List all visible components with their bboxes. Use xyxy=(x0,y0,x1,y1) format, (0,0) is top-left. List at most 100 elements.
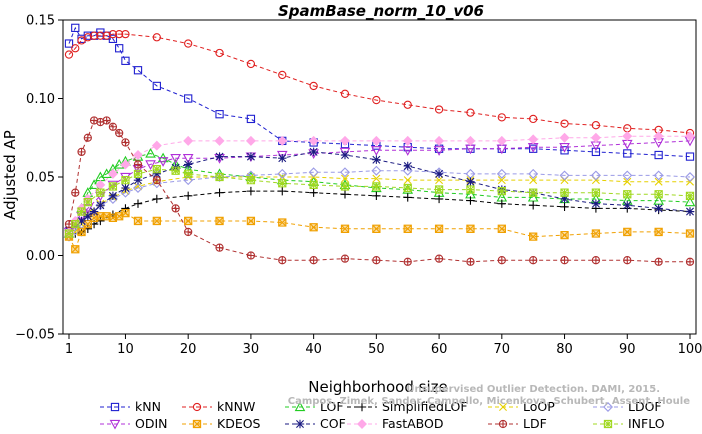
data-point-cof xyxy=(83,212,93,221)
data-point-cof xyxy=(403,161,412,171)
data-point-kdeos xyxy=(654,227,663,237)
data-point-knn xyxy=(591,147,601,157)
y-tick-label: 0.15 xyxy=(26,14,55,29)
data-point-ldf xyxy=(115,128,124,138)
data-point-lof xyxy=(527,191,539,202)
data-point-ldf xyxy=(108,122,118,131)
data-point-inflo xyxy=(184,169,193,179)
data-point-ldf xyxy=(591,256,601,265)
series-fastabod xyxy=(64,131,695,237)
series-knnw xyxy=(64,29,695,138)
data-point-kdeos xyxy=(184,216,193,226)
legend-marker-ldf xyxy=(498,419,508,429)
data-point-odin xyxy=(157,157,169,167)
series-line-ldof xyxy=(68,170,691,238)
legend-marker-kdeos xyxy=(192,419,202,429)
legend-entry-odin: ODIN xyxy=(100,416,168,431)
legend-marker-inflo xyxy=(603,419,613,429)
data-point-inflo xyxy=(497,186,506,196)
data-point-knnw xyxy=(71,44,80,53)
data-point-ldof xyxy=(308,167,319,178)
data-point-ldof xyxy=(528,168,539,179)
data-point-knn xyxy=(623,149,632,158)
data-point-simplifiedlof xyxy=(466,196,475,205)
data-point-inflo xyxy=(71,219,80,229)
data-point-cof xyxy=(96,201,105,210)
x-tick-label: 100 xyxy=(678,342,702,357)
data-point-ldf xyxy=(340,254,350,263)
data-point-inflo xyxy=(529,188,538,197)
chart-title: SpamBase_norm_10_v06 xyxy=(278,2,484,20)
series-line-loop xyxy=(68,176,690,238)
data-point-knnw xyxy=(529,114,538,124)
watermark-line-2: Campos, Zimek, Sander, Campello, Micenko… xyxy=(288,396,690,407)
data-point-simplifiedlof xyxy=(215,188,224,197)
y-tick-label: 0.10 xyxy=(26,92,55,107)
data-point-ldof xyxy=(340,167,350,178)
data-point-simplifiedlof xyxy=(340,190,350,199)
legend-entry-kdeos: KDEOS xyxy=(182,416,261,431)
x-tick-label: 1 xyxy=(65,342,73,357)
x-tick-label: 30 xyxy=(243,342,260,357)
data-point-ldf xyxy=(77,147,86,157)
data-point-loop xyxy=(654,177,663,186)
legend-entry-ldof: LDOF xyxy=(593,399,662,414)
data-point-ldf xyxy=(654,257,663,266)
x-tick-label: 80 xyxy=(556,342,573,357)
data-point-ldf xyxy=(96,117,105,127)
data-point-ldof xyxy=(559,170,570,181)
data-point-fastabod xyxy=(245,135,256,146)
legend-entry-loop: LoOP xyxy=(488,399,555,414)
data-point-odin xyxy=(182,154,194,164)
data-point-ldof xyxy=(590,170,601,181)
x-tick-label: 50 xyxy=(368,342,385,357)
data-point-inflo xyxy=(372,182,381,191)
axis-ticks: 1 10 20 30 40 50 60 70 80 90 100 −0.05 0.00 0.05 0.10 0… xyxy=(15,14,702,358)
legend-entry-knn: kNN xyxy=(100,399,161,414)
data-point-fastabod xyxy=(653,131,664,142)
legend-entry-cof: COF xyxy=(285,416,346,431)
data-point-kdeos xyxy=(83,219,92,229)
data-point-inflo xyxy=(560,188,569,197)
legend-entry-knnw: kNNW xyxy=(182,399,255,414)
data-point-inflo xyxy=(685,191,695,200)
data-point-ldof xyxy=(622,170,633,181)
data-point-inflo xyxy=(654,190,663,199)
data-point-ldof xyxy=(653,170,664,181)
data-point-cof xyxy=(108,191,118,201)
legend-label-odin: ODIN xyxy=(135,416,168,431)
x-tick-label: 60 xyxy=(431,342,448,357)
legend-marker-odin xyxy=(109,419,121,430)
data-point-kdeos xyxy=(591,229,601,238)
data-point-cof xyxy=(466,177,475,186)
data-point-ldf xyxy=(71,188,80,197)
data-point-simplifiedlof xyxy=(133,199,143,208)
data-point-inflo xyxy=(466,185,475,194)
data-point-knn xyxy=(115,44,124,53)
data-point-ldf xyxy=(171,204,180,213)
data-point-inflo xyxy=(64,229,74,238)
data-point-loop xyxy=(529,176,538,185)
legend-label-inflo: INFLO xyxy=(628,416,665,431)
data-point-kdeos xyxy=(529,232,538,241)
data-point-fastabod xyxy=(120,159,131,170)
data-point-lof xyxy=(653,195,664,205)
data-point-inflo xyxy=(278,179,287,188)
data-point-inflo xyxy=(246,175,256,185)
legend-label-simplifiedlof: SimplifiedLOF xyxy=(382,399,468,414)
data-point-knnw xyxy=(340,89,350,98)
data-point-simplifiedlof xyxy=(528,201,538,210)
x-tick-label: 20 xyxy=(180,342,197,357)
data-point-ldf xyxy=(89,116,99,125)
data-point-knn xyxy=(64,39,74,48)
data-point-odin xyxy=(433,146,445,156)
data-point-fastabod xyxy=(685,131,695,142)
data-point-loop xyxy=(403,176,412,185)
data-point-lof xyxy=(684,196,696,207)
data-point-ldf xyxy=(529,256,538,265)
series-line-knnw xyxy=(68,33,691,134)
data-point-knnw xyxy=(560,119,569,128)
data-point-fastabod xyxy=(151,140,162,151)
data-point-ldf xyxy=(83,133,92,142)
data-point-knnw xyxy=(278,70,287,80)
